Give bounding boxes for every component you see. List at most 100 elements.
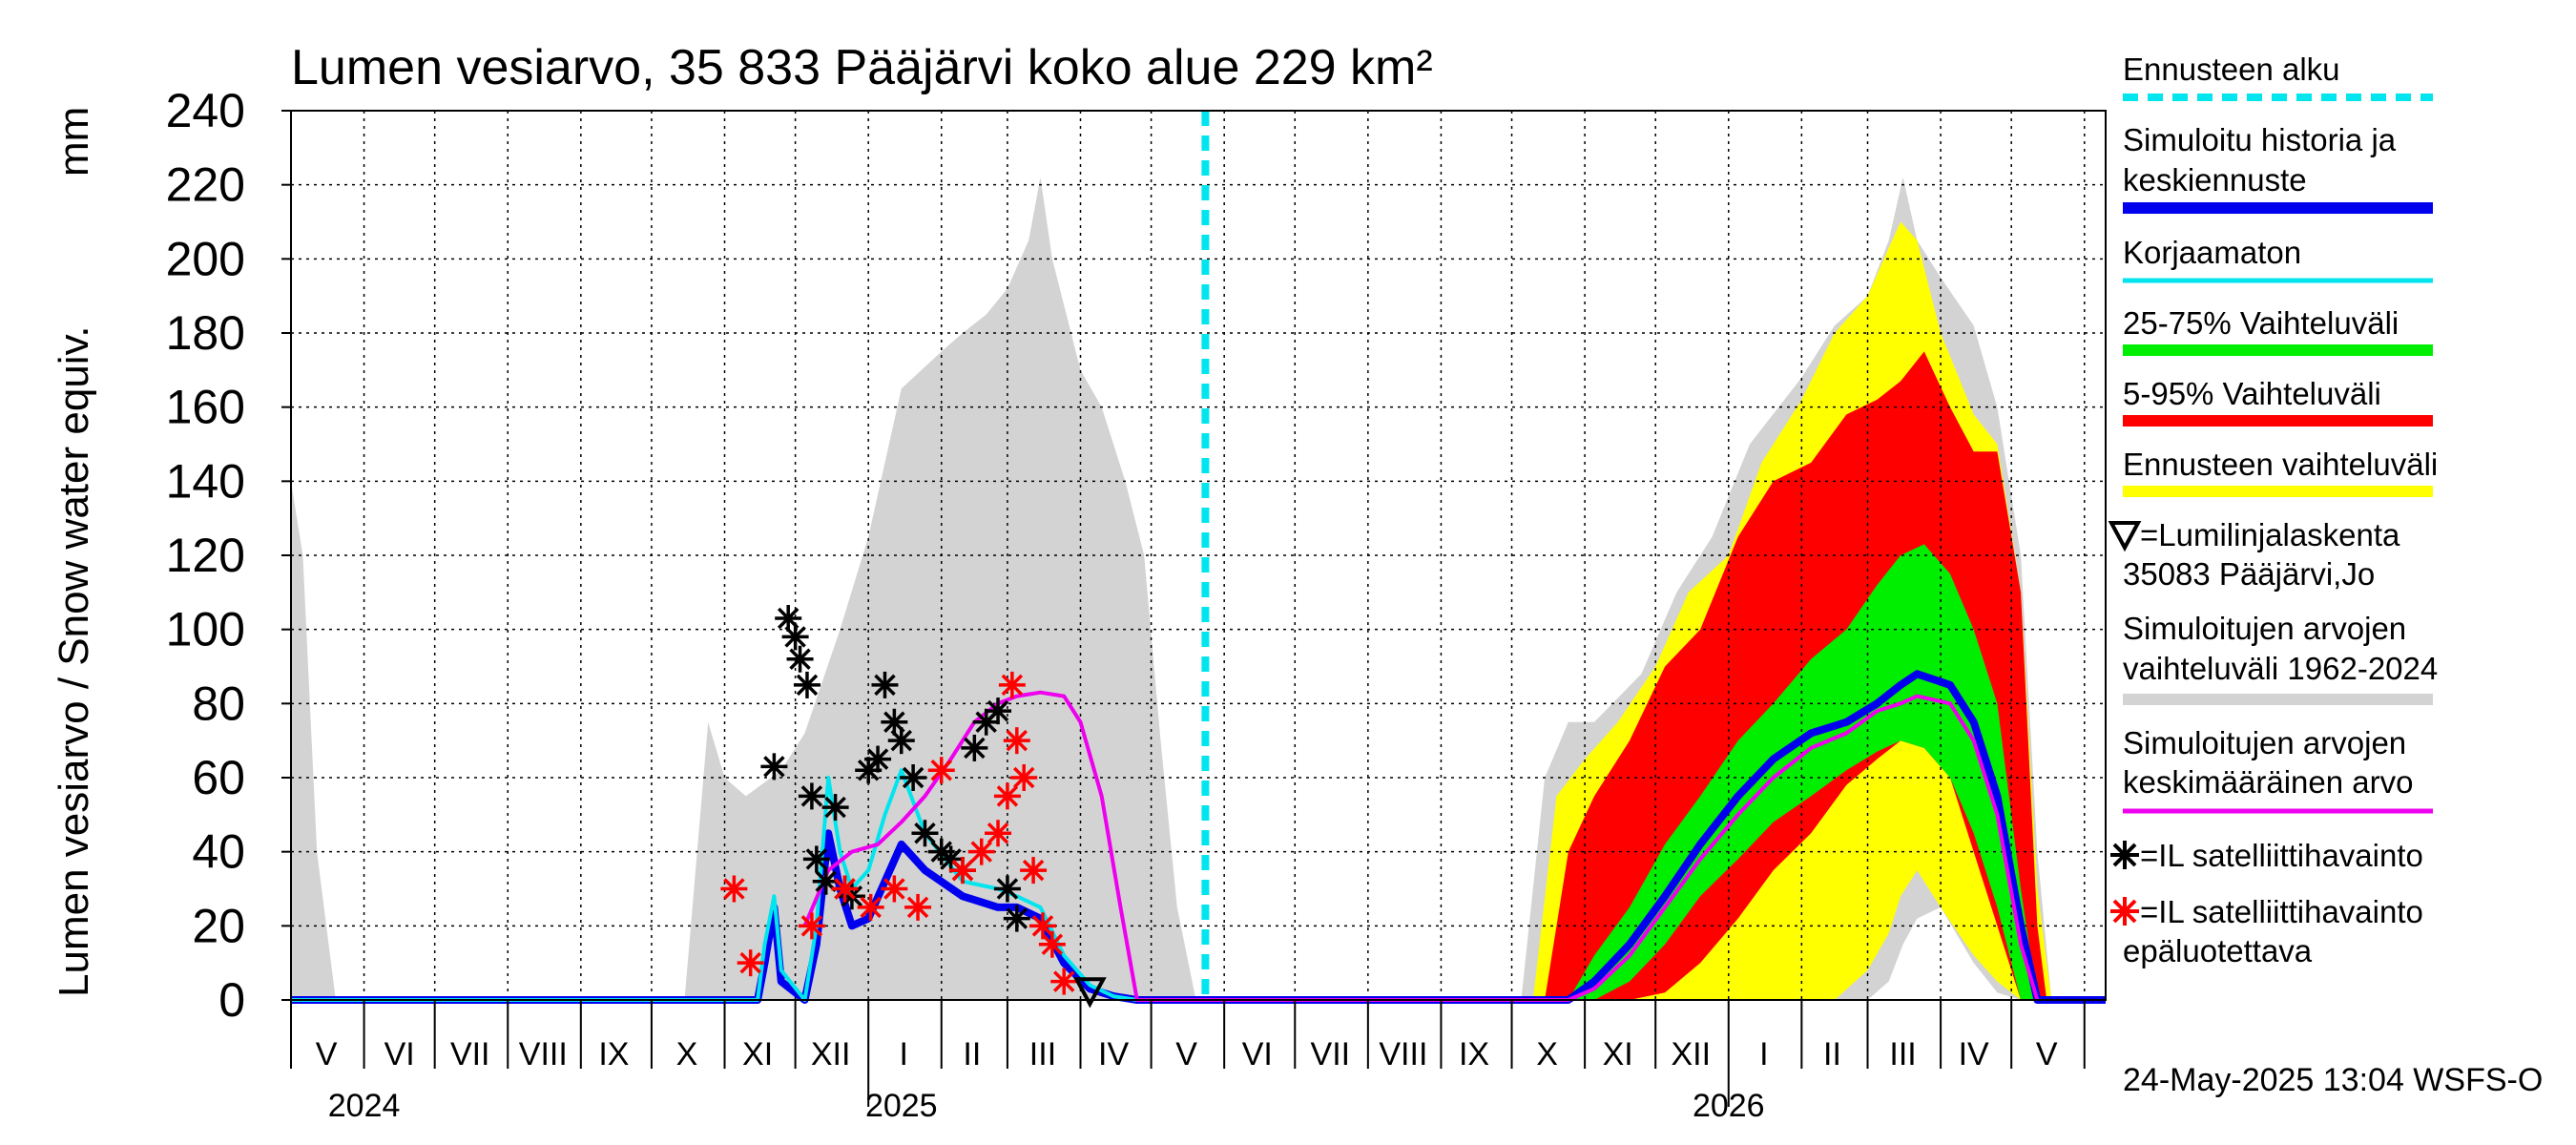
x-month-label: VI [384,1036,415,1072]
legend-snow-course-label-2: 35083 Pääjärvi,Jo [2123,556,2375,592]
sat-obs-marker [786,645,814,673]
footer-timestamp: 24-May-2025 13:04 WSFS-O [2123,1062,2543,1098]
x-month-label: IV [1959,1036,1989,1072]
x-month-label: X [1536,1036,1558,1072]
x-year-label: 2024 [328,1088,401,1124]
x-month-label: V [316,1036,338,1072]
sat-obs-marker [798,782,825,810]
x-month-label: III [1029,1036,1056,1072]
x-month-label: VI [1242,1036,1273,1072]
x-year-label: 2026 [1693,1088,1765,1124]
x-year-label: 2025 [865,1088,938,1124]
legend-snow-course-label: =Lumilinjalaskenta [2140,517,2400,552]
series-line-1 [291,768,1206,1002]
band-2 [1568,544,2038,1000]
sat-obs-marker [802,845,830,873]
legend-sim-history-label: Simuloitu historia ja [2123,122,2397,157]
legend-sat-unreliable-asterisk-icon [2110,897,2139,926]
x-month-label: II [963,1036,981,1072]
x-month-label: IX [1459,1036,1489,1072]
sat-unreliable-marker [881,875,908,903]
y-axis-label: Lumen vesiarvo / Snow water equiv. [51,325,97,997]
sat-unreliable-marker [857,893,884,921]
legend-mean-label: Simuloitujen arvojen [2123,725,2406,760]
x-month-label: IX [598,1036,629,1072]
legend-hist-range-label: Simuloitujen arvojen [2123,611,2406,646]
observation-markers [720,605,1107,1009]
sat-unreliable-marker [904,893,932,921]
legend-sat-unreliable-label-2: epäluotettava [2123,933,2313,968]
y-tick-label: 80 [192,677,245,730]
sat-unreliable-marker [927,757,955,784]
x-month-label: III [1889,1036,1916,1072]
x-month-label: IV [1098,1036,1129,1072]
sat-obs-marker [781,623,809,651]
legend-25-75-label: 25-75% Vaihteluväli [2123,305,2399,341]
y-tick-label: 220 [166,158,245,212]
y-tick-label: 160 [166,381,245,434]
y-tick-label: 180 [166,306,245,360]
sat-obs-marker [1003,905,1030,932]
x-month-label: XI [1603,1036,1633,1072]
sat-unreliable-marker [1038,930,1066,958]
x-month-label: XI [742,1036,773,1072]
legend-forecast-start-label: Ennusteen alku [2123,52,2340,87]
sat-obs-marker [985,697,1012,725]
sat-obs-marker [760,753,788,781]
legend-forecast-range-label: Ennusteen vaihteluväli [2123,447,2438,482]
legend: Ennusteen alku Simuloitu historia ja kes… [2108,52,2438,968]
legend-hist-range-label-2: vaihteluväli 1962-2024 [2123,651,2438,686]
y-tick-label: 0 [218,973,245,1027]
y-tick-label: 100 [166,603,245,656]
sat-unreliable-marker [1010,764,1038,791]
sat-unreliable-marker [720,875,748,903]
sat-obs-marker [821,794,849,822]
legend-5-95-label: 5-95% Vaihteluväli [2123,376,2381,411]
sat-unreliable-marker [967,838,995,865]
sat-unreliable-marker [1020,857,1048,885]
legend-mean-label-2: keskimääräinen arvo [2123,764,2413,800]
sat-obs-marker [793,671,821,698]
sat-obs-marker [961,734,988,761]
y-axis: 0 20 40 60 80 100 120 140 160 180 200 220 240 [166,84,291,1027]
legend-sim-history-label-2: keskiennuste [2123,162,2307,198]
legend-uncorrected-label: Korjaamaton [2123,235,2301,270]
x-month-label: V [1175,1036,1197,1072]
sat-unreliable-marker [798,912,825,940]
y-tick-label: 20 [192,899,245,952]
legend-sat-obs-asterisk-icon [2110,841,2139,869]
chart-title: Lumen vesiarvo, 35 833 Pääjärvi koko alu… [291,40,1433,95]
sat-obs-marker [993,875,1021,903]
x-month-label: XII [1671,1036,1711,1072]
sat-obs-marker [887,727,915,755]
y-tick-label: 60 [192,751,245,804]
historical-range-2024-2025 [291,177,1196,1000]
y-tick-label: 240 [166,84,245,137]
x-month-label: I [900,1036,908,1072]
sat-unreliable-marker [985,820,1012,847]
legend-sat-unreliable-label: =IL satelliittihavainto [2140,894,2423,929]
grid [291,111,2106,1000]
sat-unreliable-marker [948,857,976,885]
sat-obs-marker [864,745,892,773]
legend-sat-obs-label: =IL satelliittihavainto [2140,838,2423,873]
sat-obs-marker [911,820,939,847]
x-month-label: XII [811,1036,851,1072]
y-tick-label: 120 [166,529,245,582]
y-tick-label: 40 [192,825,245,879]
x-month-label: I [1759,1036,1768,1072]
sat-unreliable-marker [998,671,1026,698]
sat-unreliable-marker [993,782,1021,810]
sat-unreliable-marker [737,949,764,977]
snow-course-marker [1073,977,1107,1009]
legend-snow-course-triangle-icon [2108,521,2142,552]
sat-obs-marker [900,764,927,791]
x-month-label: V [2036,1036,2058,1072]
forecast-bands [1532,221,2052,1000]
x-month-label: VII [450,1036,490,1072]
y-tick-label: 200 [166,232,245,285]
x-month-label: VIII [1379,1036,1427,1072]
y-axis-unit: mm [51,107,97,177]
sat-unreliable-marker [1003,727,1030,755]
